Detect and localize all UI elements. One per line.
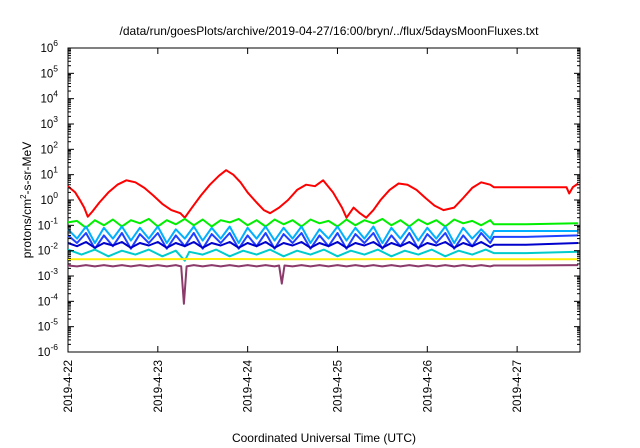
y-tick-label: 10-6 [38, 342, 59, 359]
y-tick-base: 10 [38, 220, 51, 232]
y-axis-label-rest: -s-sr-MeV [20, 142, 34, 195]
y-tick-base: 10 [40, 144, 53, 156]
x-tick-label: 2019-4-22 [63, 360, 75, 412]
x-axis-label: Coordinated Universal Time (UTC) [232, 431, 416, 445]
y-tick-label: 10-2 [38, 241, 59, 258]
y-tick-exponent: 6 [53, 38, 58, 48]
y-tick-label: 104 [40, 89, 58, 106]
y-tick-base: 10 [40, 195, 53, 207]
y-tick-exponent: 5 [53, 63, 58, 73]
y-tick-base: 10 [40, 170, 53, 182]
y-tick-label: 102 [40, 139, 58, 156]
y-tick-label: 101 [40, 165, 58, 182]
y-tick-label: 106 [40, 38, 58, 55]
x-tick-label: 2019-4-24 [243, 359, 255, 412]
y-tick-base: 10 [40, 43, 53, 55]
y-tick-exponent: 1 [53, 165, 58, 175]
y-tick-base: 10 [40, 68, 53, 80]
series-line-6 [67, 248, 579, 262]
plot-frame [67, 47, 581, 353]
y-tick-base: 10 [38, 271, 51, 283]
y-axis-label: protons/cm2-s-sr-MeV [19, 142, 34, 258]
y-tick-exponent: -6 [50, 342, 58, 352]
series-line-8 [67, 264, 579, 305]
series-line-5 [67, 241, 579, 249]
y-tick-exponent: -3 [50, 266, 58, 276]
y-tick-base: 10 [40, 94, 53, 106]
series-line-4 [67, 232, 579, 250]
y-tick-label: 100 [40, 190, 58, 207]
series-line-3 [67, 225, 579, 244]
y-tick-exponent: 0 [53, 190, 58, 200]
y-tick-exponent: 2 [53, 139, 58, 149]
y-axis-label-main: protons/cm [20, 199, 34, 258]
y-tick-base: 10 [40, 119, 53, 131]
y-tick-base: 10 [38, 246, 51, 258]
y-tick-exponent: -4 [50, 291, 58, 301]
y-tick-label: 10-4 [38, 291, 59, 308]
x-axis-ticks: 2019-4-22 2019-4-23 2019-4-24 2019-4-25 2019… [63, 48, 524, 412]
y-tick-base: 10 [38, 347, 51, 359]
series-layer [67, 169, 579, 305]
y-tick-base: 10 [38, 296, 51, 308]
x-tick-label: 2019-4-27 [512, 360, 524, 412]
y-axis-label-exponent: 2 [19, 194, 28, 199]
y-tick-exponent: 3 [53, 114, 58, 124]
y-tick-label: 10-5 [38, 317, 59, 334]
y-tick-label: 103 [40, 114, 58, 131]
x-tick-label: 2019-4-23 [153, 360, 165, 412]
y-tick-exponent: -5 [50, 317, 58, 327]
y-tick-exponent: 4 [53, 89, 58, 99]
y-tick-exponent: -1 [50, 215, 58, 225]
series-line-1 [67, 169, 579, 219]
chart-title: /data/run/goesPlots/archive/2019-04-27/1… [120, 24, 540, 38]
y-tick-label: 10-3 [38, 266, 59, 283]
y-tick-exponent: -2 [50, 241, 58, 251]
y-tick-label: 105 [40, 63, 58, 80]
y-tick-base: 10 [38, 322, 51, 334]
y-tick-label: 10-1 [38, 215, 59, 232]
series-line-2 [67, 217, 579, 229]
x-tick-label: 2019-4-26 [422, 360, 434, 412]
x-tick-label: 2019-4-25 [333, 360, 345, 412]
y-axis-ticks: 10-610-510-410-310-210-11001011021031041… [38, 38, 580, 359]
